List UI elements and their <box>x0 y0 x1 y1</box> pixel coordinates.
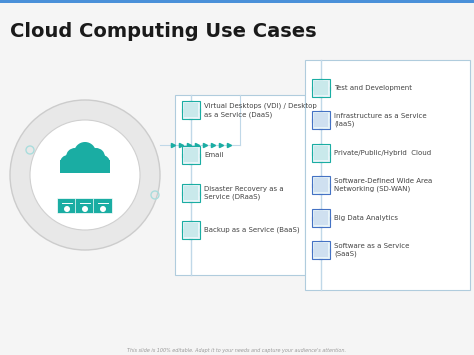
Text: Private/Public/Hybrid  Cloud: Private/Public/Hybrid Cloud <box>334 150 431 156</box>
Bar <box>184 223 198 237</box>
Bar <box>312 111 330 129</box>
Text: Backup as a Service (BaaS): Backup as a Service (BaaS) <box>204 227 300 233</box>
Text: Software-Defined Wide Area
Networking (SD-WAN): Software-Defined Wide Area Networking (S… <box>334 178 432 192</box>
Circle shape <box>64 206 70 212</box>
Bar <box>312 79 330 97</box>
Bar <box>184 103 198 117</box>
Bar <box>314 178 328 192</box>
Text: Big Data Analytics: Big Data Analytics <box>334 215 398 221</box>
Circle shape <box>74 142 96 164</box>
Circle shape <box>94 155 110 171</box>
Bar <box>312 241 330 259</box>
Bar <box>314 243 328 257</box>
Circle shape <box>100 206 106 212</box>
Bar <box>182 221 200 239</box>
Circle shape <box>10 100 160 250</box>
Bar <box>312 176 330 194</box>
Bar <box>0 0 474 3</box>
Text: Test and Development: Test and Development <box>334 85 412 91</box>
Text: Disaster Recovery as a
Service (DRaaS): Disaster Recovery as a Service (DRaaS) <box>204 186 283 200</box>
Bar <box>60 160 110 173</box>
Text: Cloud Computing Use Cases: Cloud Computing Use Cases <box>10 22 317 41</box>
Bar <box>182 184 200 202</box>
Bar <box>312 144 330 162</box>
Bar <box>314 113 328 127</box>
FancyBboxPatch shape <box>305 60 470 290</box>
Text: Email: Email <box>204 152 223 158</box>
Bar <box>314 81 328 95</box>
Bar <box>314 146 328 160</box>
Circle shape <box>82 206 88 212</box>
Text: Virtual Desktops (VDI) / Desktop
as a Service (DaaS): Virtual Desktops (VDI) / Desktop as a Se… <box>204 103 317 118</box>
Circle shape <box>60 155 76 171</box>
Bar <box>182 101 200 119</box>
Circle shape <box>30 120 140 230</box>
Bar <box>184 186 198 200</box>
Text: This slide is 100% editable. Adapt it to your needs and capture your audience's : This slide is 100% editable. Adapt it to… <box>128 348 346 353</box>
FancyBboxPatch shape <box>57 198 76 213</box>
FancyBboxPatch shape <box>93 198 112 213</box>
Text: Infrastructure as a Service
(IaaS): Infrastructure as a Service (IaaS) <box>334 113 427 127</box>
Circle shape <box>66 148 84 166</box>
Text: Software as a Service
(SaaS): Software as a Service (SaaS) <box>334 243 410 257</box>
Bar <box>312 209 330 227</box>
FancyBboxPatch shape <box>175 95 305 275</box>
Bar <box>314 211 328 225</box>
Bar <box>182 146 200 164</box>
Circle shape <box>87 148 105 166</box>
Bar <box>184 148 198 162</box>
FancyBboxPatch shape <box>75 198 94 213</box>
